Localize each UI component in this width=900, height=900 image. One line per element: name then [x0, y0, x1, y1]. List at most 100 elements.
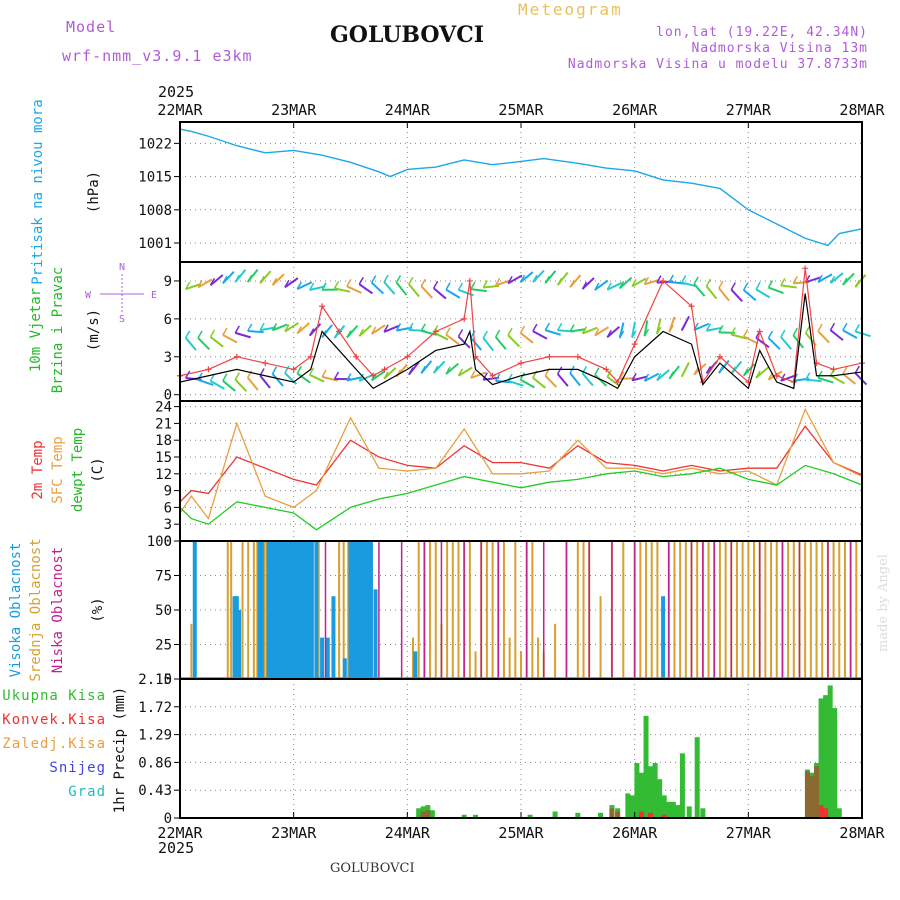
cloud-mid-bar	[468, 541, 471, 679]
cloud-high-bar	[280, 541, 285, 679]
cloud-title-low: Niska Oblacnost	[50, 547, 66, 673]
wind-barb-flag	[606, 282, 612, 291]
wind-barb-flag	[457, 368, 464, 377]
wind-gust-marker	[518, 360, 524, 367]
cloud-high-bar	[273, 541, 278, 679]
model-label: Model	[66, 18, 117, 36]
cloud-low-bar	[730, 541, 733, 679]
wind-barb-flag	[557, 322, 563, 331]
wind-barb	[296, 372, 311, 384]
elevation-label: Nadmorska Visina 13m	[691, 41, 868, 56]
wind-barb-flag	[259, 275, 265, 284]
cloud-high-bar	[289, 541, 294, 679]
day-label-top: 27MAR	[726, 101, 772, 119]
precip-total-bar	[643, 715, 649, 818]
cloud-high-bar	[309, 541, 314, 679]
cloud-mid-bar	[696, 541, 699, 679]
precip-legend-item: Snijeg	[49, 760, 106, 776]
cloud-mid-bar	[747, 541, 750, 679]
wind-barb	[395, 281, 408, 296]
wind-barb	[445, 288, 461, 299]
day-label-top: 22MAR	[157, 101, 203, 119]
compass-north: N	[119, 262, 125, 273]
wind-barb-flag	[619, 371, 625, 380]
wind-barb-flag	[197, 372, 203, 381]
precip-total-bar	[700, 808, 706, 818]
y-tick-label: 3	[164, 350, 172, 366]
wind-barb-flag	[681, 275, 687, 283]
wind-gust-marker	[773, 372, 780, 379]
wind-barb-flag	[358, 373, 364, 382]
cloud-mid-bar	[508, 637, 511, 679]
wind-barb	[421, 329, 437, 336]
compass-east: E	[151, 290, 157, 301]
day-label-top: 23MAR	[271, 101, 317, 119]
year-top: 2025	[158, 83, 195, 101]
cloud-high-bar	[348, 541, 353, 679]
wind-barb	[507, 334, 520, 348]
wind-barb	[705, 285, 718, 300]
cloud-low-bar	[480, 541, 482, 679]
temp-title-dewpt: dewpt Temp	[70, 428, 86, 512]
wind-barb-flag	[631, 279, 637, 287]
wind-gust-marker	[381, 366, 388, 373]
wind-barb-flag	[705, 365, 712, 374]
cloud-mid-bar	[804, 541, 807, 679]
cloud-high-bar	[293, 541, 298, 679]
cloud-low-bar	[463, 541, 465, 679]
precip-strat-bar	[809, 775, 815, 818]
cloud-mid-bar	[582, 541, 585, 679]
cloud-high-bar	[287, 541, 292, 679]
cloud-high-bar	[350, 541, 355, 679]
precip-total-bar	[679, 753, 685, 818]
wind-barb-flag	[780, 373, 786, 382]
cloud-high-bar	[366, 541, 371, 679]
cloud-mid-bar	[815, 541, 818, 679]
wind-barb-flag	[371, 326, 377, 335]
cloud-mid-bar	[718, 541, 721, 679]
cloud-mid-bar	[417, 541, 420, 679]
wind-barb-flag	[185, 281, 191, 290]
pressure-title: Pritisak na nivou mora	[30, 99, 46, 284]
wind-barb-flag	[693, 276, 699, 285]
wind-gust-marker	[233, 353, 240, 360]
wind-barb	[445, 362, 459, 375]
wind-barb-flag	[780, 329, 786, 338]
wind-barb-flag	[519, 372, 526, 381]
wind-gust-marker	[461, 315, 468, 322]
wind-barb-flag	[284, 365, 290, 374]
precip-total-bar	[818, 698, 824, 818]
cloud-high-bar	[192, 541, 197, 679]
wind-title-2: Brzina i Pravac	[50, 267, 66, 393]
wind-barb-flag	[507, 275, 513, 284]
cloud-high-bar	[307, 541, 312, 679]
wind-barb-flag	[495, 373, 501, 382]
cloud-high-bar	[331, 596, 336, 679]
y-tick-label: 1.29	[138, 728, 172, 744]
wind-barb-flag	[519, 325, 526, 334]
cloud-high-bar	[266, 541, 271, 679]
day-label-bottom: 23MAR	[271, 824, 317, 842]
wind-barb-flag	[817, 274, 823, 283]
wind-barb	[259, 374, 271, 389]
precip-total-bar	[648, 766, 654, 818]
wind-gust-marker	[353, 353, 360, 360]
wind-barb	[656, 369, 670, 382]
day-label-top: 26MAR	[612, 101, 658, 119]
wind-barb	[693, 283, 706, 297]
pressure-unit: (hPa)	[86, 171, 102, 213]
wind-gust-marker	[466, 277, 473, 284]
precip-conv-bar	[648, 812, 654, 818]
precip-total-bar	[634, 763, 640, 818]
day-label-top: 28MAR	[839, 101, 885, 119]
cloud-mid-bar	[673, 541, 676, 679]
cloud-low-bar	[827, 541, 829, 679]
wind-barb	[433, 287, 447, 300]
precip-legend-item: Zaledj.Kisa	[2, 736, 106, 752]
day-label-bottom: 25MAR	[498, 824, 544, 842]
wind-gust-marker	[319, 303, 326, 310]
wind-barb-flag	[569, 279, 575, 288]
wind-barb	[594, 374, 608, 387]
wind-barb	[296, 281, 313, 290]
wind-barb	[334, 287, 351, 293]
